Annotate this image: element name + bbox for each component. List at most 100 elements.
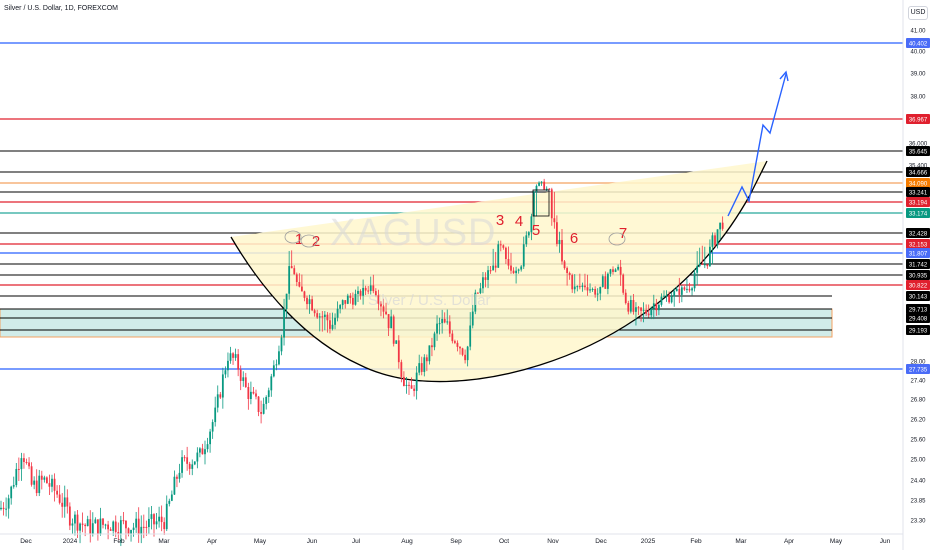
candle-body (86, 519, 89, 527)
candle-body (48, 483, 51, 487)
candle-body (451, 333, 454, 342)
candle-body (81, 523, 84, 525)
candle-body (219, 394, 222, 398)
candle-body (140, 526, 143, 535)
candle-body (688, 288, 691, 291)
candle-body (30, 466, 33, 485)
candle-body (99, 518, 102, 534)
candle-body (586, 287, 589, 291)
time-tick-label: Dec (595, 538, 607, 545)
wave-label-4: 4 (515, 213, 523, 230)
price-level-tag (906, 197, 930, 207)
candle-body (280, 337, 283, 352)
currency-badge[interactable]: USD (908, 6, 928, 20)
candle-body (214, 407, 217, 423)
candle-body (354, 293, 357, 305)
candle-body (693, 272, 696, 289)
candle-body (308, 299, 311, 305)
candle-body (349, 295, 352, 298)
time-tick-label: Nov (547, 538, 559, 545)
candle-body (415, 372, 418, 391)
candle-body (675, 288, 678, 292)
price-axis-layer: 40.402 36.967 35.645 34.666 34.090 33.241 33.1… (902, 0, 930, 550)
candle-body (413, 388, 415, 391)
candle-body (719, 222, 721, 230)
candle-body (173, 476, 176, 495)
wave-label-2: 2 (312, 233, 320, 250)
candle-body (68, 506, 71, 526)
candle-body (617, 266, 619, 270)
candle-body (573, 286, 576, 290)
candle-body (285, 293, 288, 310)
candle-body (418, 363, 421, 373)
candle-body (339, 305, 342, 309)
candle-body (40, 475, 43, 480)
candle-body (405, 384, 408, 387)
candle-body (369, 285, 372, 291)
candle-body (533, 191, 535, 217)
candle-body (341, 300, 344, 306)
price-level-tag-label: 32.153 (909, 243, 928, 249)
candle-body (642, 309, 645, 311)
candle-body (336, 308, 339, 318)
candle-body (601, 276, 604, 287)
candle-body (364, 287, 367, 291)
candle-body (461, 348, 464, 355)
candle-body (658, 304, 660, 311)
time-tick-label: 2025 (641, 538, 656, 545)
candle-body (512, 270, 515, 274)
candle-body (716, 229, 719, 246)
time-axis-layer: Dec 2024 Feb Mar Apr May Jun Jul Aug Sep Oct Nov Dec… (0, 533, 903, 545)
candle-body (701, 264, 704, 266)
candle-body (346, 295, 349, 304)
price-level-tag (906, 313, 930, 323)
candle-body (127, 528, 130, 535)
candle-body (698, 264, 701, 267)
price-tick-label: 40.00 (910, 50, 926, 56)
candle-body (410, 385, 413, 389)
candle-body (247, 387, 250, 399)
candle-body (71, 523, 74, 526)
candle-body (387, 314, 390, 329)
candle-body (581, 285, 584, 287)
candle-body (201, 448, 204, 455)
candle-body (563, 261, 566, 269)
candle-body (137, 518, 140, 535)
price-tick-label: 23.85 (910, 499, 926, 505)
time-tick-label: Jun (880, 538, 891, 545)
watermark-symbol: XAGUSD (330, 212, 497, 254)
candle-body (395, 340, 398, 344)
candle-body (155, 521, 158, 525)
price-level-tag (906, 364, 930, 374)
candle-body (527, 232, 530, 236)
candle-body (372, 285, 375, 292)
candle-body (56, 490, 58, 495)
price-level-tag (906, 187, 930, 197)
time-tick-label: Feb (113, 538, 125, 545)
candle-body (622, 274, 625, 293)
candle-body (209, 431, 211, 445)
candle-body (431, 345, 433, 348)
candle-body (142, 526, 145, 528)
candle-body (112, 521, 115, 531)
candle-body (591, 289, 594, 291)
candle-body (647, 313, 650, 316)
candle-body (530, 216, 533, 233)
candle-body (109, 529, 112, 531)
candle-body (119, 520, 122, 535)
candle-body (436, 323, 438, 334)
wave-label-3: 3 (496, 212, 504, 229)
price-tick-label: 36.000 (909, 142, 928, 148)
candle-body (392, 316, 395, 344)
price-tick-label: 25.00 (910, 458, 926, 464)
candle-body (683, 287, 686, 290)
candle-body (122, 520, 125, 522)
price-level-tag-label: 29.193 (909, 329, 928, 335)
candle-body (505, 247, 507, 259)
price-level-tag-label: 33.174 (909, 212, 928, 218)
candle-body (438, 323, 441, 325)
candle-body (234, 354, 237, 358)
time-tick-label: May (830, 538, 843, 545)
candle-body (318, 316, 321, 318)
